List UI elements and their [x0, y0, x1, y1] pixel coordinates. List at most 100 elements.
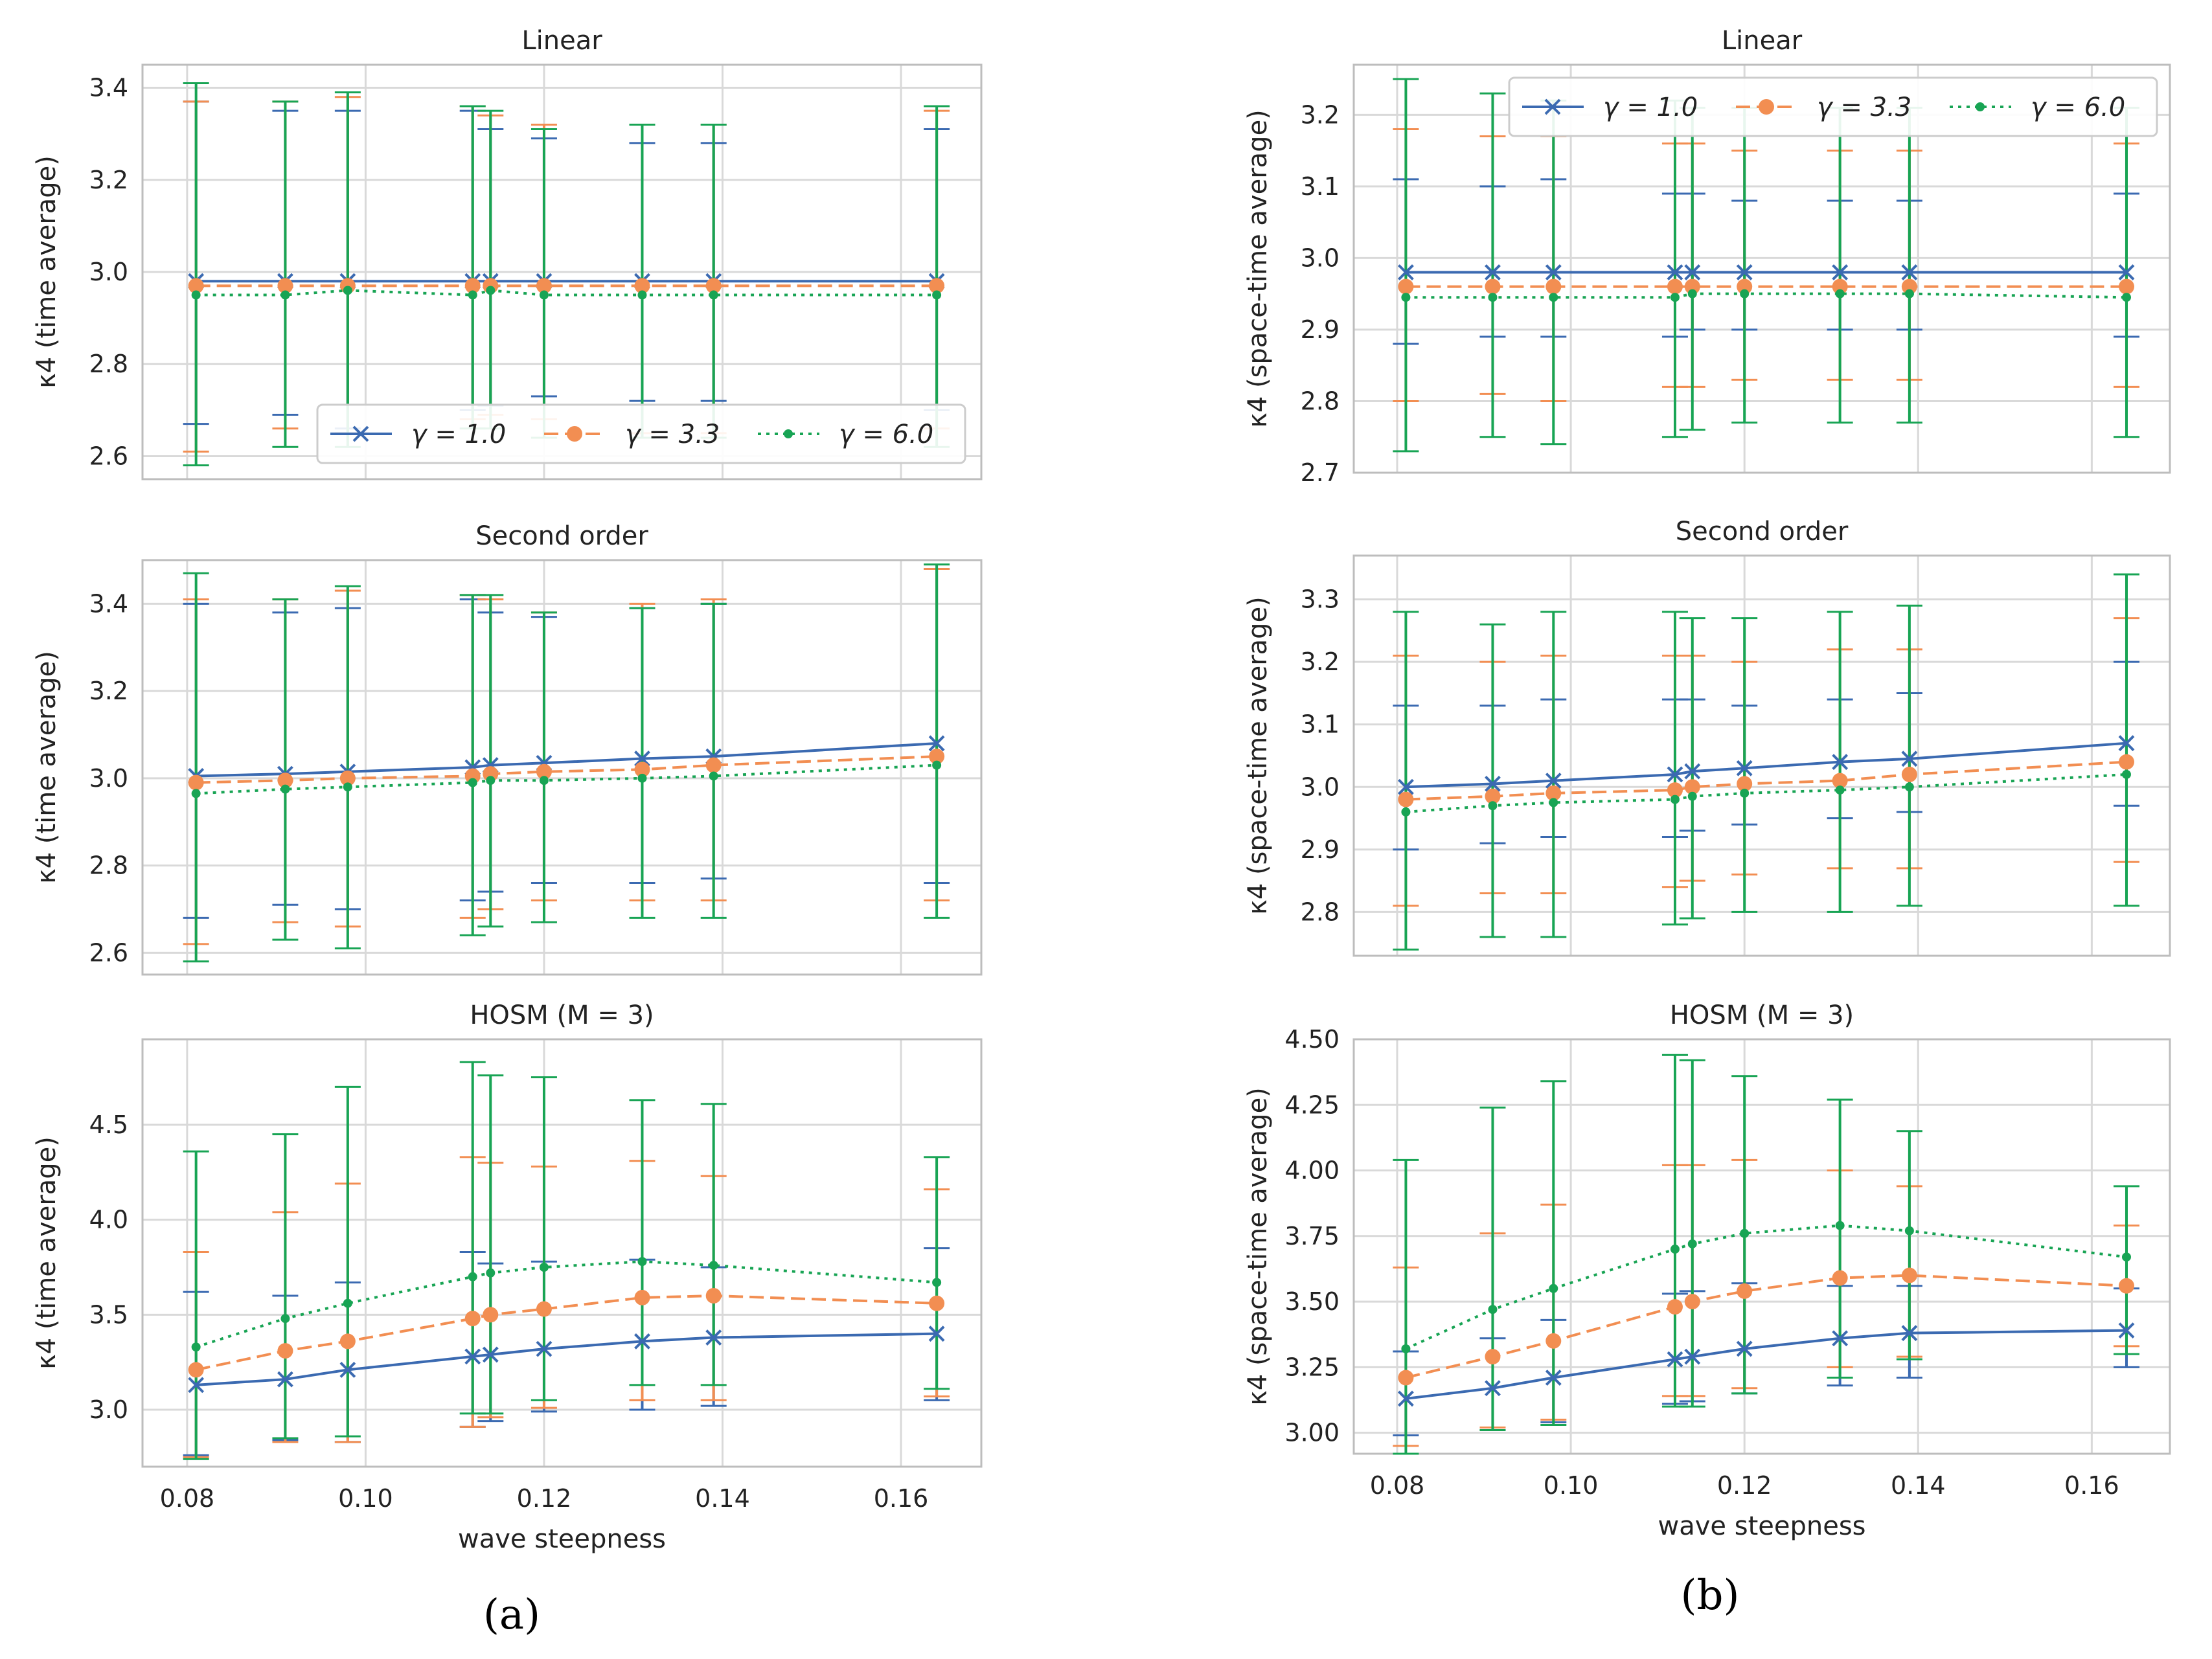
data-point: [1398, 791, 1414, 807]
data-point: [928, 735, 945, 752]
data-point: [1835, 289, 1845, 299]
data-point: [705, 278, 722, 294]
y-tick-label: 4.5: [89, 1111, 128, 1139]
x-tick-label: 0.14: [1891, 1471, 1946, 1500]
data-point: [1670, 293, 1680, 302]
series-1: [188, 749, 945, 791]
series-0: [1398, 264, 2135, 280]
data-point: [1401, 807, 1411, 817]
chart-b_hosm: 3.00 3.25 3.50 3.75 4.00 4.25 4.50 0.08 0.10 0.12…: [1243, 1000, 2171, 1541]
data-point: [1670, 1245, 1680, 1254]
legend-label: γ = 3.3: [1817, 93, 1911, 122]
panel-label-a: (a): [483, 1591, 540, 1639]
plot-frame: [141, 63, 983, 480]
data-point: [1545, 773, 1562, 789]
x-axis-label: wave steepness: [458, 1524, 666, 1554]
series-2: [191, 286, 942, 300]
data-point: [339, 1361, 356, 1378]
data-point: [343, 1298, 352, 1308]
legend: γ = 1.0 γ = 3.3 γ = 6.0: [1508, 76, 2158, 137]
legend-marker: [1544, 98, 1561, 115]
plot-area: [1354, 556, 2170, 956]
series-2: [191, 760, 942, 798]
data-point: [536, 1340, 553, 1357]
data-point: [1549, 1283, 1558, 1293]
data-point: [1549, 293, 1558, 302]
y-tick-label: 3.4: [89, 74, 128, 102]
data-point: [483, 766, 499, 782]
data-point: [1736, 1340, 1753, 1357]
y-tick-label: 2.7: [1301, 458, 1340, 487]
data-point: [1684, 1348, 1701, 1365]
data-point: [634, 751, 650, 767]
chart-b_linear: 2.7 2.8 2.9 3.0 3.1 3.2 Linear κ4 (space-time a…: [1243, 26, 2171, 487]
data-point: [464, 1311, 481, 1327]
data-point: [1485, 264, 1501, 280]
data-point: [2118, 754, 2134, 770]
series-line: [1406, 760, 2127, 801]
y-tick-label: 3.5: [89, 1300, 128, 1329]
y-tick-label: 3.1: [1301, 710, 1340, 739]
data-point: [1684, 779, 1700, 795]
x-axis-label: wave steepness: [1658, 1511, 1866, 1541]
legend-label: γ = 1.0: [411, 420, 506, 449]
data-point: [1485, 1380, 1501, 1397]
data-point: [709, 1261, 718, 1270]
data-point: [1549, 798, 1558, 807]
data-point: [1901, 1267, 1917, 1283]
y-tick-label: 3.2: [1301, 648, 1340, 676]
data-point: [486, 1268, 496, 1278]
data-point: [1401, 293, 1411, 302]
data-point: [1398, 278, 1414, 295]
data-point: [343, 286, 352, 295]
data-point: [539, 290, 549, 300]
y-tick-label: 2.8: [1301, 897, 1340, 926]
data-point: [1485, 278, 1501, 295]
y-axis-label: κ4 (space-time average): [1243, 596, 1273, 915]
errorbars-2: [1393, 1054, 2139, 1455]
y-tick-label: 3.25: [1284, 1353, 1340, 1381]
series-2: [1401, 769, 2131, 817]
series-1: [1398, 754, 2134, 807]
chart-title: Second order: [1676, 517, 1849, 547]
data-point: [1740, 788, 1750, 798]
data-point: [2121, 769, 2131, 779]
plot-frame: [141, 1038, 983, 1468]
data-point: [339, 770, 356, 786]
data-point: [1667, 1299, 1683, 1315]
legend-box: [316, 403, 966, 464]
legend-box: [1508, 76, 2158, 137]
chart-title: Second order: [475, 521, 648, 551]
legend-marker: [1759, 99, 1774, 115]
x-tick-label: 0.10: [1544, 1471, 1599, 1500]
legend-label: γ = 1.0: [1603, 93, 1698, 122]
data-point: [1832, 1270, 1848, 1286]
data-point: [1545, 1370, 1562, 1386]
data-point: [1545, 278, 1562, 295]
plot-frame: [1352, 554, 2171, 957]
data-point: [1835, 785, 1845, 795]
data-point: [1736, 760, 1753, 776]
data-point: [486, 776, 496, 785]
data-point: [1832, 264, 1849, 280]
data-point: [468, 1272, 477, 1281]
x-tick-label: 0.14: [695, 1484, 750, 1513]
x-tick-label: 0.12: [517, 1484, 572, 1513]
data-point: [188, 1362, 204, 1378]
y-axis-label: κ4 (space-time average): [1243, 1087, 1273, 1406]
data-point: [637, 290, 647, 300]
data-point: [1687, 289, 1697, 299]
data-point: [2118, 735, 2135, 752]
data-point: [709, 290, 718, 300]
data-point: [1904, 1226, 1914, 1236]
x-tick-label: 0.08: [1370, 1471, 1425, 1500]
data-point: [1488, 1305, 1498, 1315]
data-point: [280, 1314, 290, 1324]
data-point: [2118, 1322, 2135, 1339]
data-point: [1670, 795, 1680, 804]
data-point: [464, 768, 481, 784]
data-point: [929, 1295, 945, 1311]
data-point: [191, 1342, 201, 1352]
data-point: [191, 290, 201, 300]
